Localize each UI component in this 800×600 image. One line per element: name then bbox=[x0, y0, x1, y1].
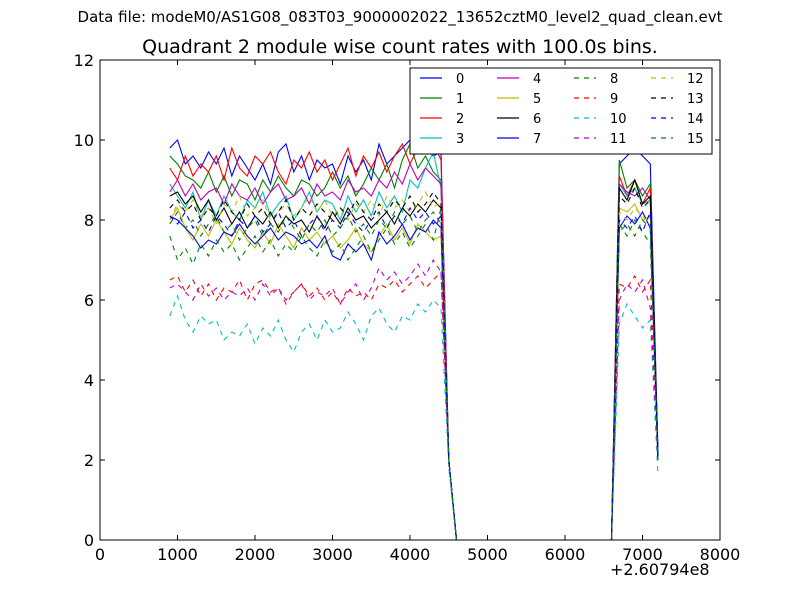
series-line-4 bbox=[169, 162, 659, 540]
x-tick-label: 2000 bbox=[235, 545, 276, 564]
ticks-layer: 0 1000 2000 3000 4000 5000 6000 7000 80000246810… bbox=[74, 51, 741, 564]
legend-label-15: 15 bbox=[687, 132, 704, 147]
x-tick-label: 4000 bbox=[390, 545, 431, 564]
series-line-0 bbox=[169, 126, 659, 540]
x-offset-label: +2.60794e8 bbox=[610, 560, 710, 579]
series-line-5 bbox=[169, 203, 659, 540]
legend-label-4: 4 bbox=[533, 72, 541, 87]
legend-label-9: 9 bbox=[610, 92, 618, 107]
series-line-11 bbox=[169, 258, 659, 540]
x-tick-label: 8000 bbox=[700, 545, 741, 564]
legend-label-10: 10 bbox=[610, 112, 627, 127]
x-tick-label: 3000 bbox=[312, 545, 353, 564]
x-tick-label: 5000 bbox=[467, 545, 508, 564]
series-line-7 bbox=[169, 210, 659, 540]
series-line-15 bbox=[169, 210, 659, 540]
x-tick-label: 1000 bbox=[157, 545, 198, 564]
series-line-6 bbox=[169, 178, 659, 540]
legend-label-6: 6 bbox=[533, 112, 541, 127]
y-tick-label: 4 bbox=[84, 371, 94, 390]
legend-box bbox=[409, 67, 713, 155]
legend-label-5: 5 bbox=[533, 92, 541, 107]
legend-label-7: 7 bbox=[533, 132, 541, 147]
legend-label-11: 11 bbox=[610, 132, 627, 147]
legend-label-3: 3 bbox=[456, 132, 464, 147]
y-tick-label: 6 bbox=[84, 291, 94, 310]
series-layer bbox=[169, 126, 659, 540]
y-tick-label: 12 bbox=[74, 51, 94, 70]
legend-label-13: 13 bbox=[687, 92, 704, 107]
legend-label-2: 2 bbox=[456, 112, 464, 127]
series-line-3 bbox=[169, 150, 659, 540]
series-line-12 bbox=[169, 190, 659, 540]
series-line-8 bbox=[169, 207, 659, 540]
series-line-14 bbox=[169, 206, 659, 540]
legend-label-14: 14 bbox=[687, 112, 704, 127]
series-line-1 bbox=[169, 142, 659, 540]
data-file-caption: Data file: modeM0/AS1G08_083T03_90000020… bbox=[77, 8, 723, 26]
y-tick-label: 8 bbox=[84, 211, 94, 230]
x-tick-label: 6000 bbox=[545, 545, 586, 564]
legend-label-1: 1 bbox=[456, 92, 464, 107]
chart-title: Quadrant 2 module wise count rates with … bbox=[142, 36, 658, 58]
legend-label-12: 12 bbox=[687, 72, 704, 87]
series-line-2 bbox=[169, 142, 659, 540]
x-tick-label: 7000 bbox=[622, 545, 663, 564]
y-tick-label: 10 bbox=[74, 131, 94, 150]
y-tick-label: 2 bbox=[84, 451, 94, 470]
series-line-13 bbox=[169, 186, 659, 540]
legend-label-0: 0 bbox=[456, 72, 464, 87]
series-line-10 bbox=[169, 294, 659, 540]
legend-label-8: 8 bbox=[610, 72, 618, 87]
y-tick-label: 0 bbox=[84, 531, 94, 550]
x-tick-label: 0 bbox=[95, 545, 105, 564]
